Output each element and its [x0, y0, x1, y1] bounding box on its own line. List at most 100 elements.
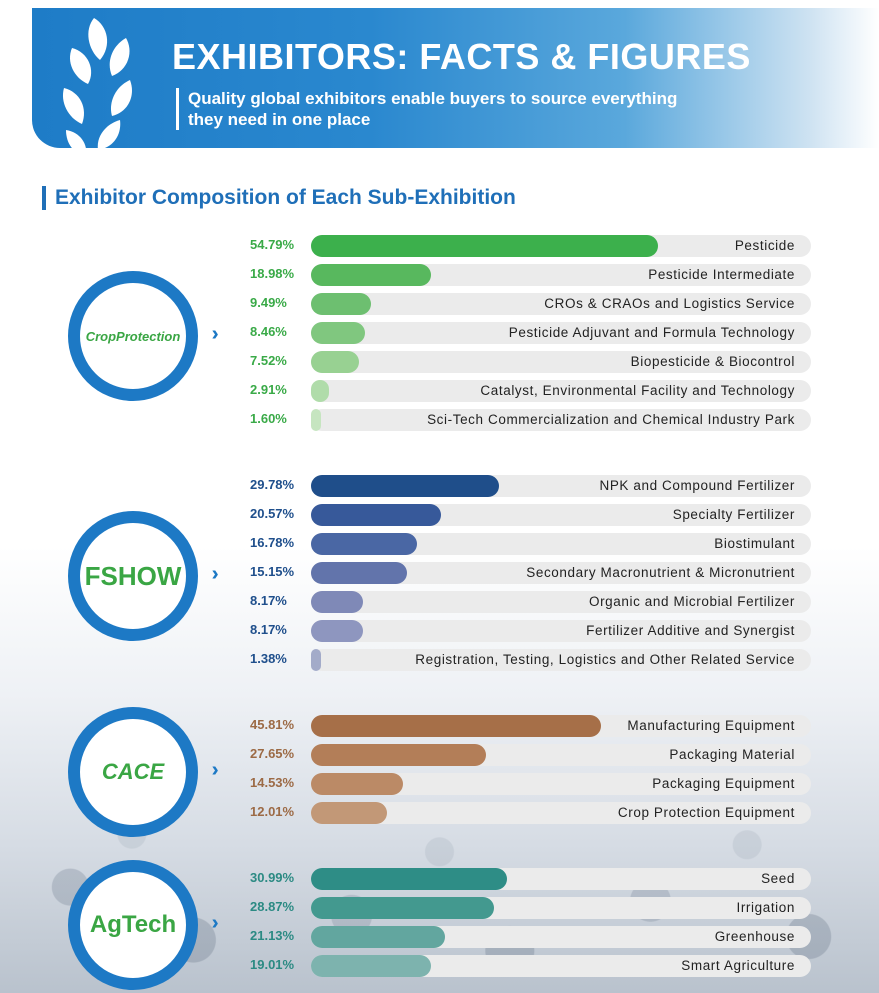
bar-row: 19.01% Smart Agriculture: [0, 954, 879, 978]
bar-track: [311, 351, 811, 373]
category-label: Biostimulant: [714, 536, 795, 551]
bar-row: 9.49% CROs & CRAOs and Logistics Service: [0, 292, 879, 316]
badge-cace: CACE: [68, 707, 198, 837]
bar-track: [311, 591, 811, 613]
category-label: Organic and Microbial Fertilizer: [588, 594, 795, 609]
bar-row: 21.13% Greenhouse: [0, 925, 879, 949]
bar: [311, 744, 486, 766]
bar-row: 54.79% Pesticide: [0, 234, 879, 258]
bar-value-label: 7.52%: [250, 353, 287, 368]
bar-row: 30.99% Seed: [0, 867, 879, 891]
category-label: Sci-Tech Commercialization and Chemical …: [427, 412, 795, 427]
bar-row: 8.17% Fertilizer Additive and Synergist: [0, 619, 879, 643]
bar-value-label: 2.91%: [250, 382, 287, 397]
category-label: Registration, Testing, Logistics and Oth…: [415, 652, 795, 667]
header-title: EXHIBITORS: FACTS & FIGURES: [172, 36, 751, 77]
bar-value-label: 19.01%: [250, 957, 295, 972]
bar-row: 45.81% Manufacturing Equipment: [0, 714, 879, 738]
bar-row: 7.52% Biopesticide & Biocontrol: [0, 350, 879, 374]
bar-value-label: 15.15%: [250, 564, 295, 579]
bar-value-label: 14.53%: [250, 775, 295, 790]
bar: [311, 926, 445, 948]
bar: [311, 591, 363, 613]
bar-track: [311, 475, 811, 497]
bar: [311, 773, 403, 795]
category-label: NPK and Compound Fertilizer: [599, 478, 795, 493]
bar-row: 29.78% NPK and Compound Fertilizer: [0, 474, 879, 498]
bar-track: [311, 773, 811, 795]
category-label: Manufacturing Equipment: [627, 718, 795, 733]
bar-value-label: 20.57%: [250, 506, 295, 521]
bar-track: [311, 504, 811, 526]
bar-value-label: 8.17%: [250, 622, 287, 637]
category-label: Biopesticide & Biocontrol: [630, 354, 795, 369]
category-label: Smart Agriculture: [681, 958, 795, 973]
category-label: Catalyst, Environmental Facility and Tec…: [480, 383, 795, 398]
bar-track: [311, 235, 811, 257]
bar-value-label: 8.46%: [250, 324, 287, 339]
bar-value-label: 16.78%: [250, 535, 295, 550]
bar-track: [311, 649, 811, 671]
bar: [311, 533, 418, 555]
bar-track: [311, 715, 811, 737]
bar-value-label: 45.81%: [250, 717, 295, 732]
category-label: CROs & CRAOs and Logistics Service: [544, 296, 795, 311]
header-banner: EXHIBITORS: FACTS & FIGURES Quality glob…: [32, 8, 879, 156]
bar-row: 18.98% Pesticide Intermediate: [0, 263, 879, 287]
bar: [311, 322, 365, 344]
bar-track: [311, 744, 811, 766]
section-title: Exhibitor Composition of Each Sub-Exhibi…: [42, 186, 516, 210]
bar-track: [311, 380, 811, 402]
wheat-leaf-icon: [62, 18, 132, 156]
category-label: Fertilizer Additive and Synergist: [586, 623, 795, 638]
bar-row: 27.65% Packaging Material: [0, 743, 879, 767]
bar: [311, 293, 372, 315]
bar-track: [311, 868, 811, 890]
bar-value-label: 12.01%: [250, 804, 295, 819]
bar-value-label: 18.98%: [250, 266, 295, 281]
bar-row: 28.87% Irrigation: [0, 896, 879, 920]
bar-row: 12.01% Crop Protection Equipment: [0, 801, 879, 825]
header-subtitle-line1: Quality global exhibitors enable buyers …: [188, 89, 678, 108]
bar-track: [311, 293, 811, 315]
bar: [311, 409, 322, 431]
bar: [311, 351, 359, 373]
category-label: Secondary Macronutrient & Micronutrient: [526, 565, 795, 580]
bar: [311, 475, 500, 497]
bar-row: 8.46% Pesticide Adjuvant and Formula Tech…: [0, 321, 879, 345]
bar: [311, 235, 658, 257]
bar-track: [311, 562, 811, 584]
bar: [311, 562, 407, 584]
bar-track: [311, 955, 811, 977]
category-label: Pesticide Adjuvant and Formula Technolog…: [508, 325, 795, 340]
category-label: Pesticide Intermediate: [648, 267, 795, 282]
bar-value-label: 29.78%: [250, 477, 295, 492]
bar: [311, 504, 442, 526]
bar-value-label: 30.99%: [250, 870, 295, 885]
bar-row: 1.60% Sci-Tech Commercialization and Chem…: [0, 408, 879, 432]
bar-row: 15.15% Secondary Macronutrient & Micronut…: [0, 561, 879, 585]
bar-row: 2.91% Catalyst, Environmental Facility an…: [0, 379, 879, 403]
bar-track: [311, 322, 811, 344]
bar-row: 8.17% Organic and Microbial Fertilizer: [0, 590, 879, 614]
bar: [311, 620, 363, 642]
category-label: Irrigation: [736, 900, 795, 915]
bar-track: [311, 533, 811, 555]
bar-value-label: 27.65%: [250, 746, 295, 761]
bar-track: [311, 620, 811, 642]
bar-track: [311, 897, 811, 919]
bar-row: 1.38% Registration, Testing, Logistics an…: [0, 648, 879, 672]
bar: [311, 264, 432, 286]
category-label: Crop Protection Equipment: [617, 805, 795, 820]
badge-cropprotection: CropProtection: [68, 271, 198, 401]
category-label: Packaging Material: [669, 747, 795, 762]
bar: [311, 868, 508, 890]
bar-track: [311, 409, 811, 431]
bar-value-label: 8.17%: [250, 593, 287, 608]
bar-track: [311, 264, 811, 286]
header-subtitle: Quality global exhibitors enable buyers …: [176, 88, 748, 130]
bar-value-label: 9.49%: [250, 295, 287, 310]
category-label: Specialty Fertilizer: [672, 507, 795, 522]
bar-row: 14.53% Packaging Equipment: [0, 772, 879, 796]
bar: [311, 897, 494, 919]
